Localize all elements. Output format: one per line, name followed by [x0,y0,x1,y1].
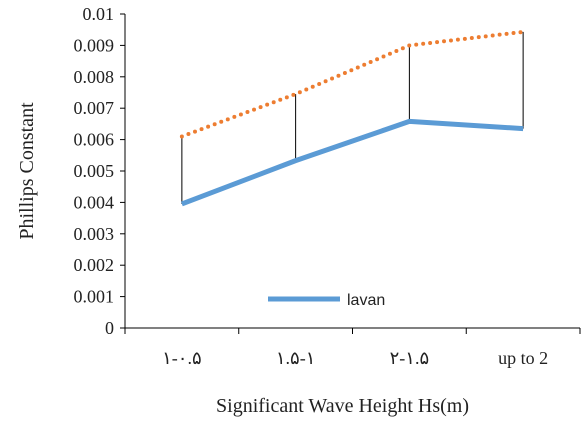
series-line-dotted [179,29,526,139]
legend-label-lavan: lavan [347,292,385,309]
x-axis-title: Significant Wave Height Hs(m) [216,395,469,417]
y-tick-label: 0.01 [83,4,115,24]
y-tick-label: 0.001 [74,287,115,307]
y-tick-label: 0.004 [74,192,115,212]
y-tick-label: 0.007 [74,98,115,118]
y-tick-label: 0.006 [74,130,115,150]
y-tick-label: 0.003 [74,224,115,244]
y-axis-ticks: 0 0.001 0.002 0.003 0.004 0.005 0.006 0.007 0.00… [74,4,125,338]
series-layer [179,29,526,207]
x-tick-label: up to 2 [498,348,548,368]
y-tick-label: 0.009 [74,35,115,55]
x-tick-label: ۲-۱.۵ [390,348,430,368]
drop-lines [181,31,524,204]
y-axis-title: Phillips Constant [16,102,38,240]
series-line-lavan [180,118,524,207]
y-tick-label: 0 [105,318,114,338]
x-tick-label: ۱-۰.۵ [162,348,202,368]
y-tick-label: 0.005 [74,161,115,181]
x-tick-label: ۱.۵-۱ [276,348,316,368]
x-axis-ticks: ۱-۰.۵ ۱.۵-۱ ۲-۱.۵ up to 2 [124,328,581,368]
y-tick-label: 0.008 [74,67,115,87]
legend: lavan [268,292,385,309]
y-tick-label: 0.002 [74,255,115,275]
